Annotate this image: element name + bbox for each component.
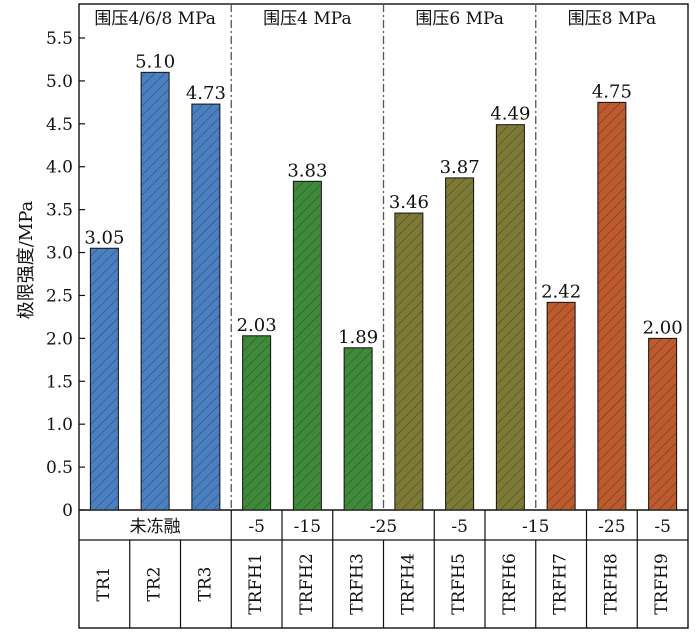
bar-hatch bbox=[191, 104, 220, 510]
bar-hatch bbox=[547, 302, 576, 510]
value-label: 4.73 bbox=[186, 83, 226, 104]
bar-TRFH5 bbox=[445, 177, 475, 511]
y-tick-label: 2.0 bbox=[46, 329, 73, 349]
y-tick-label: 5.5 bbox=[46, 29, 73, 49]
value-label: 1.89 bbox=[338, 327, 378, 348]
bar-TR3 bbox=[191, 103, 221, 511]
group-label: 围压8 MPa bbox=[568, 9, 656, 29]
y-tick-label: 4.0 bbox=[46, 158, 73, 178]
bar-hatch bbox=[648, 338, 677, 510]
bar-TRFH7 bbox=[546, 301, 576, 511]
x-tick-label: TRFH7 bbox=[551, 553, 571, 615]
value-label: 5.10 bbox=[135, 51, 175, 72]
x-tick-label: TRFH2 bbox=[297, 553, 317, 615]
y-tick-label: 3.0 bbox=[46, 244, 73, 264]
x-tick-label: TRFH8 bbox=[601, 553, 621, 615]
temperature-cell: -5 bbox=[451, 517, 468, 537]
value-labels: 3.05 5.10 4.73 2.03 3.83 1.89 3.46 3.87 4.49 2.42… bbox=[84, 51, 682, 347]
bar-hatch bbox=[141, 72, 170, 510]
category-table: 未冻融 -5 -15 -25 -5 -15 -25 -5 TR1 TR2 TR3 TRFH1 TRFH2… bbox=[79, 510, 688, 628]
value-label: 3.83 bbox=[287, 160, 327, 181]
value-label: 2.03 bbox=[237, 315, 277, 336]
group-dividers bbox=[230, 4, 537, 510]
bar-TRFH6 bbox=[495, 124, 525, 511]
temperature-cell: -25 bbox=[370, 517, 397, 537]
temperature-cell: -15 bbox=[522, 517, 549, 537]
value-label: 3.46 bbox=[389, 192, 429, 213]
bar-TRFH1 bbox=[242, 335, 272, 511]
x-tick-label: TRFH9 bbox=[652, 553, 672, 615]
bar-TRFH3 bbox=[343, 347, 373, 511]
y-axis: 0 0.5 1.0 1.5 2.0 2.5 3.0 3.5 4.0 4.5 5.0 5.5 bbox=[46, 29, 85, 521]
x-tick-label: TRFH4 bbox=[398, 553, 418, 615]
bar-hatch bbox=[394, 213, 423, 510]
value-label: 2.42 bbox=[541, 281, 581, 302]
y-axis-label: 极限强度/MPa bbox=[16, 200, 37, 319]
x-tick-label: TRFH6 bbox=[500, 553, 520, 615]
y-tick-label: 4.5 bbox=[46, 115, 73, 135]
x-tick-label: TRFH5 bbox=[449, 553, 469, 615]
value-label: 4.75 bbox=[592, 81, 632, 102]
temperature-cell: -5 bbox=[654, 517, 671, 537]
x-tick-label: TRFH1 bbox=[246, 553, 266, 615]
group-label: 围压4/6/8 MPa bbox=[94, 9, 216, 29]
x-tick-label: TR3 bbox=[195, 567, 215, 602]
group-label: 围压6 MPa bbox=[415, 9, 503, 29]
bar-TRFH4 bbox=[394, 212, 424, 511]
y-tick-label: 1.0 bbox=[46, 415, 73, 435]
bar-hatch bbox=[496, 124, 525, 510]
bar-hatch bbox=[293, 181, 322, 511]
y-tick-label: 5.0 bbox=[46, 72, 73, 92]
bar-TRFH9 bbox=[648, 337, 678, 511]
group-label: 围压4 MPa bbox=[263, 9, 351, 29]
bar-hatch bbox=[242, 335, 271, 510]
value-label: 4.49 bbox=[490, 104, 530, 125]
temperature-cell: 未冻融 bbox=[130, 517, 181, 537]
temperature-cell: -15 bbox=[294, 517, 321, 537]
group-labels: 围压4/6/8 MPa 围压4 MPa 围压6 MPa 围压8 MPa bbox=[94, 9, 656, 29]
temperature-cell: -5 bbox=[248, 517, 265, 537]
x-tick-label: TR2 bbox=[145, 567, 165, 602]
bar-TR2 bbox=[140, 71, 170, 511]
value-label: 3.05 bbox=[84, 227, 124, 248]
y-tick-label: 3.5 bbox=[46, 201, 73, 221]
bar-TRFH2 bbox=[292, 180, 322, 511]
y-tick-label: 2.5 bbox=[46, 286, 73, 306]
bar-TRFH8 bbox=[597, 101, 627, 511]
x-tick-label: TRFH3 bbox=[348, 553, 368, 615]
bar-hatch bbox=[344, 347, 373, 510]
value-label: 2.00 bbox=[643, 317, 683, 338]
y-tick-label: 1.5 bbox=[46, 372, 73, 392]
bar-hatch bbox=[445, 177, 474, 510]
bar-TR1 bbox=[89, 247, 119, 511]
bar-hatch bbox=[90, 248, 119, 510]
x-tick-label: TR1 bbox=[94, 567, 114, 602]
temperature-cell: -25 bbox=[598, 517, 625, 537]
value-label: 3.87 bbox=[440, 157, 480, 178]
y-tick-label: 0.5 bbox=[46, 458, 73, 478]
bars bbox=[89, 71, 678, 511]
bar-hatch bbox=[597, 102, 626, 510]
y-tick-label: 0 bbox=[62, 501, 73, 521]
